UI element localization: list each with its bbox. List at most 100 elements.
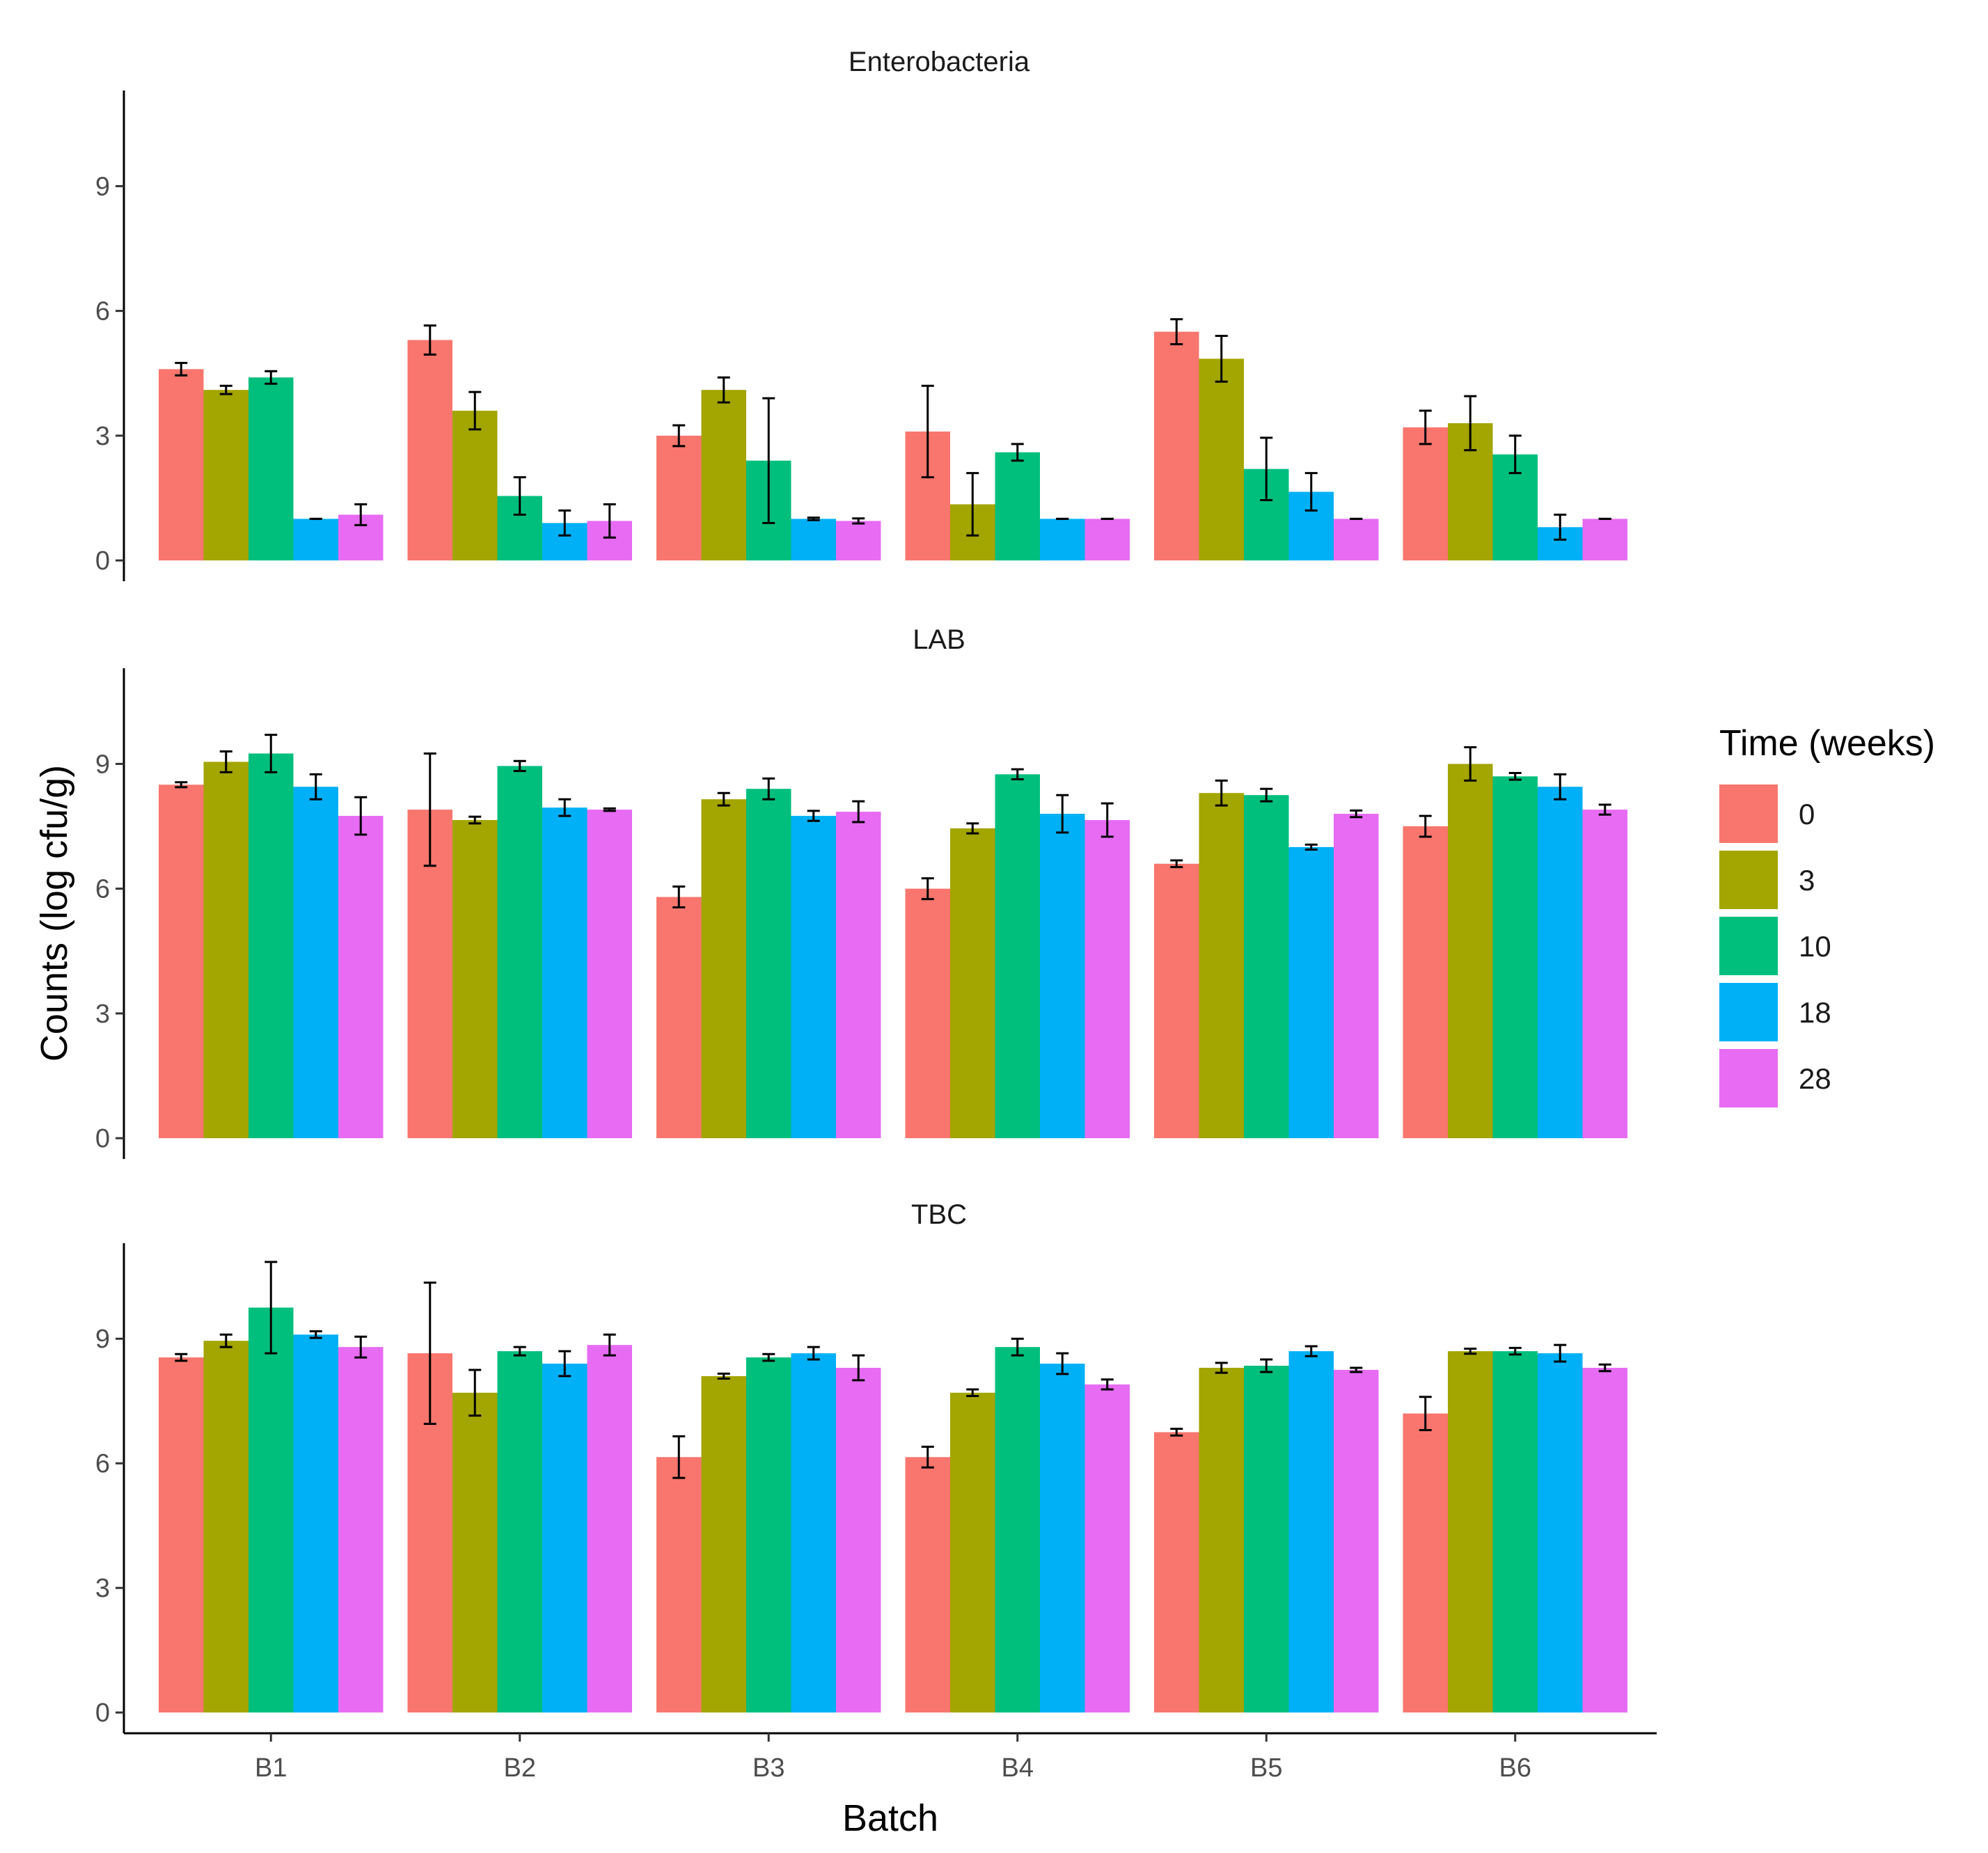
bar [1288,1351,1334,1713]
facet-title: TBC [911,1199,967,1230]
bar [746,789,791,1139]
bar [701,1375,746,1713]
bar [950,828,995,1139]
bar [407,340,452,561]
y-tick-label: 3 [95,1000,110,1029]
bar [1199,1367,1244,1713]
x-tick-label: B6 [1499,1753,1531,1783]
legend-label: 3 [1799,864,1815,897]
bar [1448,764,1493,1139]
bar [905,1457,950,1713]
bar [656,1457,702,1713]
bar [248,1307,294,1713]
bar [159,1357,204,1713]
bar [293,519,338,561]
bar [1538,787,1583,1139]
bar [995,774,1040,1139]
bar [1403,427,1448,561]
bar [1084,820,1130,1139]
legend-swatch [1719,784,1778,843]
legend-swatch [1719,1049,1778,1107]
y-tick-label: 6 [95,1449,110,1479]
bar [203,762,248,1139]
bar [1582,519,1627,561]
bar [950,1392,995,1713]
bar [203,1341,248,1713]
bar [452,1392,498,1713]
bar [1199,358,1244,561]
bar [542,1364,587,1713]
bar [1084,1384,1130,1713]
bar [1334,519,1379,561]
bar [995,1347,1040,1713]
bar [293,1334,338,1713]
bar [1199,793,1244,1139]
bar [1448,1351,1493,1713]
bar [746,1357,791,1713]
bar [1492,776,1538,1139]
facet-title: LAB [913,624,965,655]
bar [1154,863,1199,1139]
y-tick-label: 0 [95,546,110,576]
bar [656,897,702,1139]
bar [1403,826,1448,1139]
legend-label: 0 [1799,798,1815,830]
bar [587,1345,632,1713]
legend-swatch [1719,983,1778,1041]
bar [1040,519,1085,561]
x-tick-label: B1 [255,1753,287,1783]
bar [1244,795,1289,1139]
legend-title: Time (weeks) [1719,723,1935,764]
bar [1492,1351,1538,1713]
y-tick-label: 0 [95,1124,110,1153]
y-tick-label: 9 [95,1325,110,1354]
bar [293,787,338,1139]
legend-label: 28 [1799,1062,1831,1095]
bar [701,390,746,561]
legend-label: 18 [1799,996,1831,1029]
bar [159,369,204,561]
y-tick-label: 6 [95,875,110,904]
bar [836,521,881,561]
legend-swatch [1719,917,1778,975]
y-tick-label: 9 [95,172,110,201]
bar [203,390,248,561]
y-tick-label: 3 [95,422,110,451]
bar [791,816,836,1139]
bar [1154,331,1199,561]
legend-swatch [1719,851,1778,909]
bar [1084,519,1130,561]
bar [1040,814,1085,1139]
bar [159,784,204,1139]
bar [1288,846,1334,1139]
x-axis-title: Batch [842,1797,938,1839]
bar [1403,1413,1448,1713]
facet-title: Enterobacteria [849,47,1030,77]
bar [701,799,746,1139]
x-tick-label: B4 [1002,1753,1034,1783]
bar [1244,1366,1289,1713]
bar [1582,1367,1627,1713]
bar [1334,1369,1379,1713]
bar [656,435,702,561]
bar [452,820,498,1139]
bar [995,452,1040,561]
bar [452,411,498,561]
bar [338,816,384,1139]
y-tick-label: 3 [95,1574,110,1603]
bar [497,766,542,1139]
bar [905,888,950,1139]
bar [1582,810,1627,1139]
bar [338,1347,384,1713]
x-tick-label: B2 [504,1753,536,1783]
bar [1538,1353,1583,1713]
x-tick-label: B3 [752,1753,784,1783]
bar [836,1367,881,1713]
legend-label: 10 [1799,930,1831,963]
bar [791,519,836,561]
bar [1334,814,1379,1139]
bar [497,1351,542,1713]
x-tick-label: B5 [1250,1753,1282,1783]
